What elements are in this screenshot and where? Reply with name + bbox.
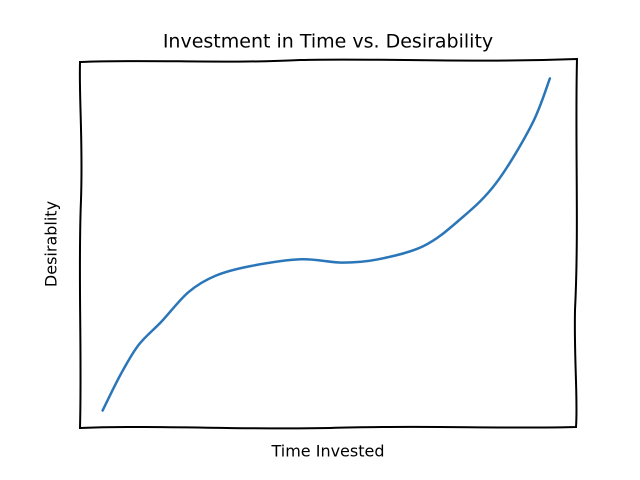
data-line bbox=[101, 77, 552, 412]
plot-frame bbox=[78, 57, 579, 430]
chart-title: Investment in Time vs. Desirability bbox=[163, 31, 493, 53]
y-axis-label: Desirablity bbox=[42, 201, 61, 287]
x-axis-label: Time Invested bbox=[270, 442, 384, 461]
